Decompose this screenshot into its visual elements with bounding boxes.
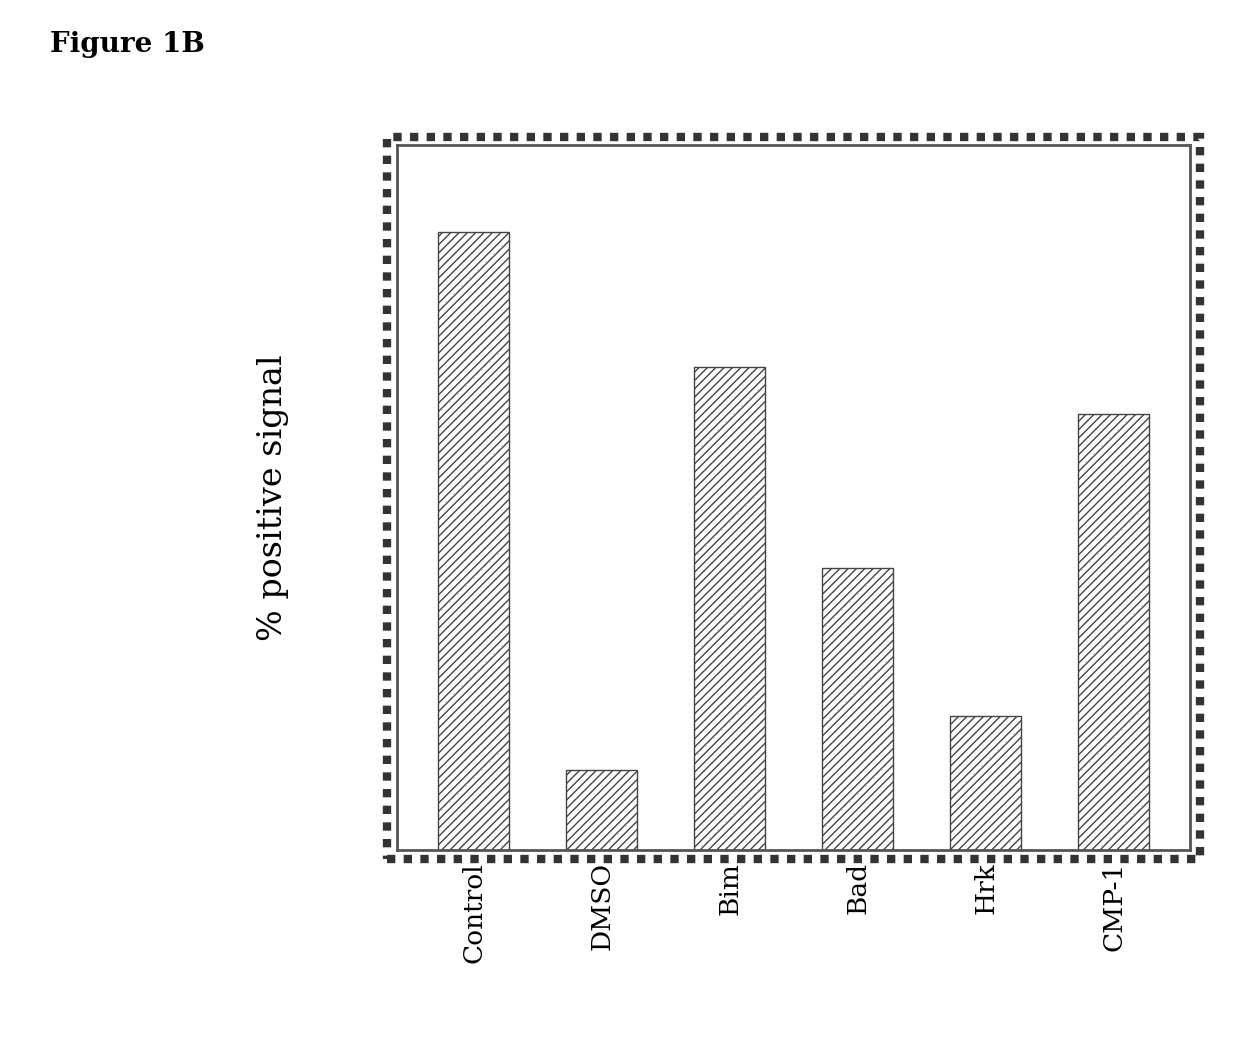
Bar bbox=[567, 769, 637, 850]
Bar bbox=[950, 716, 1021, 850]
Bar bbox=[822, 568, 893, 850]
Bar bbox=[439, 232, 508, 850]
Text: % positive signal: % positive signal bbox=[257, 355, 289, 641]
Bar bbox=[694, 367, 765, 850]
Text: Figure 1B: Figure 1B bbox=[50, 31, 205, 58]
Bar bbox=[1079, 414, 1148, 850]
